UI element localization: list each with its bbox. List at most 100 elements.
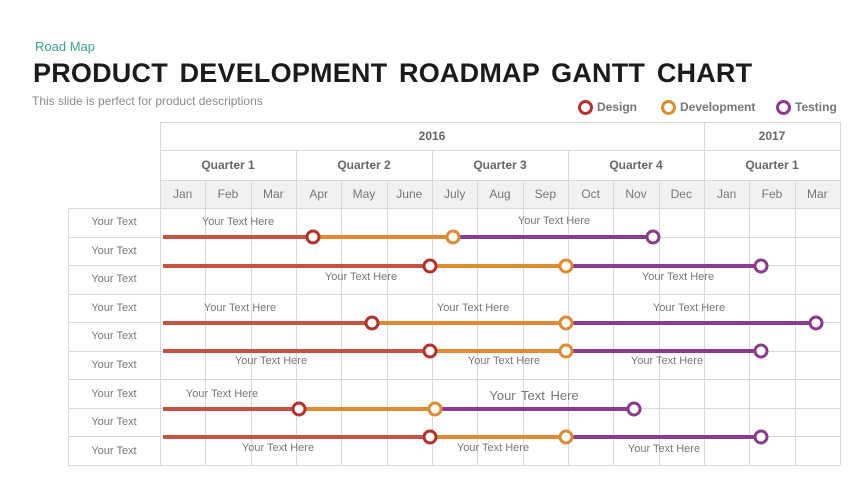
testing-milestone-icon[interactable] xyxy=(753,429,769,445)
month-header: Mar xyxy=(250,180,296,208)
development-milestone-icon[interactable] xyxy=(558,343,574,359)
month-header: Jan xyxy=(160,180,206,208)
design-milestone-icon[interactable] xyxy=(422,258,438,274)
development-bar xyxy=(312,235,454,239)
testing-milestone-icon[interactable] xyxy=(808,315,824,331)
testing-milestone-icon[interactable] xyxy=(753,343,769,359)
row-label: Your Text xyxy=(91,330,137,343)
milestone-note: Your Text Here xyxy=(234,355,308,367)
legend-label: Testing xyxy=(795,100,837,114)
development-bar xyxy=(430,349,567,353)
development-bar xyxy=(299,407,435,411)
year-header: 2016 xyxy=(418,129,446,143)
design-bar xyxy=(163,407,299,411)
month-header: Dec xyxy=(658,180,704,208)
quarter-header: Quarter 3 xyxy=(473,158,527,172)
grid-line xyxy=(568,150,569,465)
testing-circle-icon xyxy=(776,99,791,115)
milestone-note: Your Text Here xyxy=(324,271,398,283)
row-label: Your Text xyxy=(91,387,137,400)
legend-label: Development xyxy=(680,100,756,114)
development-bar xyxy=(371,321,567,325)
development-milestone-icon[interactable] xyxy=(558,429,574,445)
page-title: PRODUCT DEVELOPMENT ROADMAP GANTT CHART xyxy=(33,58,753,88)
grid-line xyxy=(68,208,840,209)
row-label: Your Text xyxy=(91,244,137,257)
grid-line xyxy=(160,180,840,181)
row-label: Your Text xyxy=(91,416,137,429)
quarter-header: Quarter 1 xyxy=(201,158,255,172)
grid-line xyxy=(68,293,840,295)
grid-line xyxy=(68,465,840,466)
milestone-note: Your Text Here xyxy=(203,302,277,314)
row-label: Your Text xyxy=(91,273,137,286)
month-header: Aug xyxy=(477,180,523,208)
design-bar xyxy=(163,349,431,353)
development-milestone-icon[interactable] xyxy=(445,229,461,245)
testing-bar xyxy=(566,349,762,353)
milestone-note: Your Text Here xyxy=(241,442,315,454)
month-header: May xyxy=(341,180,387,208)
design-milestone-icon[interactable] xyxy=(291,401,307,417)
development-milestone-icon[interactable] xyxy=(558,315,574,331)
testing-bar xyxy=(566,435,762,439)
row-label: Your Text xyxy=(91,444,137,457)
testing-milestone-icon[interactable] xyxy=(753,258,769,274)
development-milestone-icon[interactable] xyxy=(427,401,443,417)
grid-line xyxy=(704,150,705,465)
milestone-note: Your Text Here xyxy=(517,215,591,227)
grid-line xyxy=(296,150,297,465)
design-milestone-icon[interactable] xyxy=(305,229,321,245)
milestone-note: Your Text Here xyxy=(652,302,726,314)
grid-line xyxy=(840,122,841,465)
row-label: Your Text xyxy=(91,359,137,372)
grid-line xyxy=(68,208,69,465)
legend-design: Design xyxy=(578,99,637,115)
design-bar xyxy=(163,435,431,439)
milestone-note: Your Text Here xyxy=(436,302,510,314)
design-bar xyxy=(163,321,372,325)
testing-milestone-icon[interactable] xyxy=(626,401,642,417)
quarter-header: Quarter 1 xyxy=(745,158,799,172)
development-milestone-icon[interactable] xyxy=(558,258,574,274)
kicker-label: Road Map xyxy=(35,39,95,54)
milestone-note: Your Text Here xyxy=(201,216,275,228)
milestone-note: Your Text Here xyxy=(630,355,704,367)
page-description: This slide is perfect for product descri… xyxy=(32,94,263,108)
month-header: June xyxy=(386,180,432,208)
grid-line xyxy=(160,122,840,123)
legend-development: Development xyxy=(661,99,755,115)
quarter-header: Quarter 4 xyxy=(609,158,663,172)
month-header: Feb xyxy=(749,180,795,208)
testing-bar xyxy=(453,235,653,239)
legend-label: Design xyxy=(597,100,638,114)
month-header: Apr xyxy=(296,180,342,208)
development-circle-icon xyxy=(661,99,676,115)
development-bar xyxy=(430,264,567,268)
testing-bar xyxy=(566,321,816,325)
design-bar xyxy=(163,264,431,268)
milestone-note: Your Text Here xyxy=(467,355,541,367)
month-header: Feb xyxy=(205,180,251,208)
development-bar xyxy=(430,435,567,439)
milestone-note: Your Text Here xyxy=(641,271,715,283)
legend-testing: Testing xyxy=(776,99,837,115)
design-milestone-icon[interactable] xyxy=(422,429,438,445)
design-milestone-icon[interactable] xyxy=(422,343,438,359)
year-header: 2017 xyxy=(758,129,786,143)
quarter-header: Quarter 2 xyxy=(337,158,391,172)
design-circle-icon xyxy=(578,99,593,115)
grid-line xyxy=(160,122,161,465)
month-header: Jan xyxy=(704,180,750,208)
month-header: July xyxy=(432,180,478,208)
row-label: Your Text xyxy=(91,216,137,229)
month-header: Oct xyxy=(568,180,614,208)
design-milestone-icon[interactable] xyxy=(364,315,380,331)
testing-bar xyxy=(435,407,635,411)
row-label: Your Text xyxy=(91,301,137,314)
testing-milestone-icon[interactable] xyxy=(645,229,661,245)
grid-line xyxy=(160,150,840,151)
grid-line xyxy=(432,150,433,465)
milestone-note: Your Text Here xyxy=(627,443,701,455)
month-header: Mar xyxy=(794,180,840,208)
